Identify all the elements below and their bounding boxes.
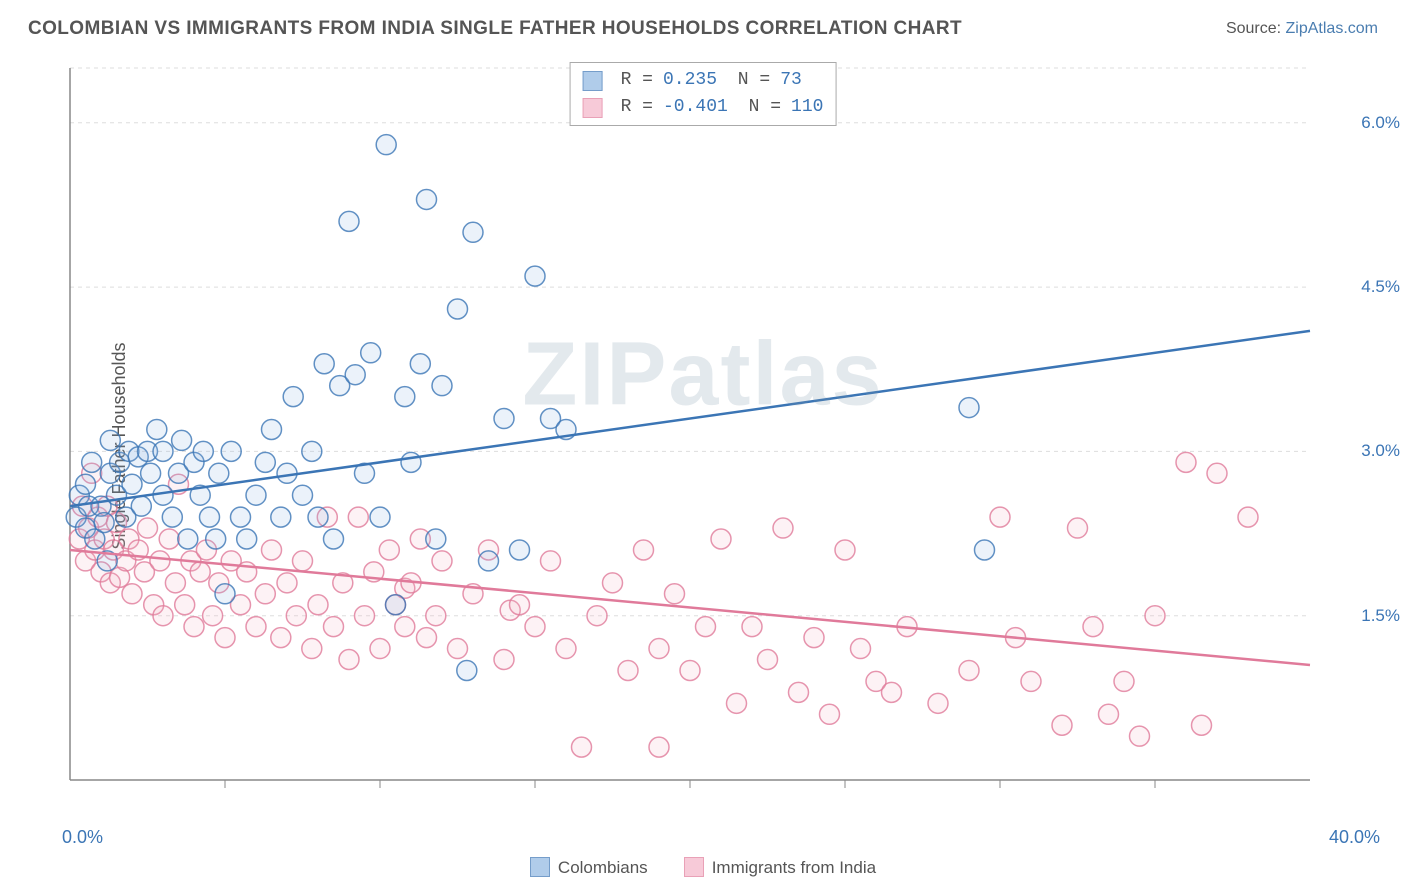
y-tick-label: 6.0% [1361,113,1400,133]
scatter-chart-svg [60,60,1380,820]
n-value-a: 73 [780,67,802,94]
legend-row-a: R = 0.235 N = 73 [583,67,824,94]
legend-item-india: Immigrants from India [684,857,876,878]
y-tick-label: 4.5% [1361,277,1400,297]
swatch-india [583,98,603,118]
chart-header: COLOMBIAN VS IMMIGRANTS FROM INDIA SINGL… [0,0,1406,50]
chart-area [60,60,1380,820]
y-tick-label: 3.0% [1361,441,1400,461]
swatch-icon [684,857,704,877]
x-axis-max: 40.0% [1329,827,1380,848]
x-axis-min: 0.0% [62,827,103,848]
legend-row-b: R = -0.401 N = 110 [583,94,824,121]
y-tick-label: 1.5% [1361,606,1400,626]
chart-title: COLOMBIAN VS IMMIGRANTS FROM INDIA SINGL… [28,18,962,40]
legend-item-colombians: Colombians [530,857,648,878]
correlation-legend: R = 0.235 N = 73 R = -0.401 N = 110 [570,62,837,126]
n-value-b: 110 [791,94,823,121]
chart-source: Source: ZipAtlas.com [1226,20,1378,38]
r-value-b: -0.401 [663,94,728,121]
source-link[interactable]: ZipAtlas.com [1286,20,1378,37]
r-value-a: 0.235 [663,67,717,94]
swatch-colombians [583,71,603,91]
bottom-legend: Colombians Immigrants from India [0,857,1406,878]
swatch-icon [530,857,550,877]
